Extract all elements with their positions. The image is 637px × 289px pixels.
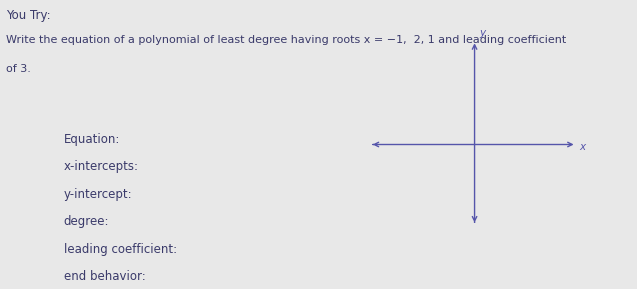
Text: Write the equation of a polynomial of least degree having roots x = −1,  2, 1 an: Write the equation of a polynomial of le… bbox=[6, 35, 567, 45]
Text: x: x bbox=[580, 142, 586, 152]
Text: end behavior:: end behavior: bbox=[64, 270, 145, 283]
Text: Equation:: Equation: bbox=[64, 133, 120, 146]
Text: leading coefficient:: leading coefficient: bbox=[64, 243, 177, 256]
Text: You Try:: You Try: bbox=[6, 9, 51, 22]
Text: y: y bbox=[479, 27, 485, 38]
Text: y-intercept:: y-intercept: bbox=[64, 188, 132, 201]
Text: of 3.: of 3. bbox=[6, 64, 31, 74]
Text: x-intercepts:: x-intercepts: bbox=[64, 160, 139, 173]
Text: degree:: degree: bbox=[64, 215, 109, 228]
